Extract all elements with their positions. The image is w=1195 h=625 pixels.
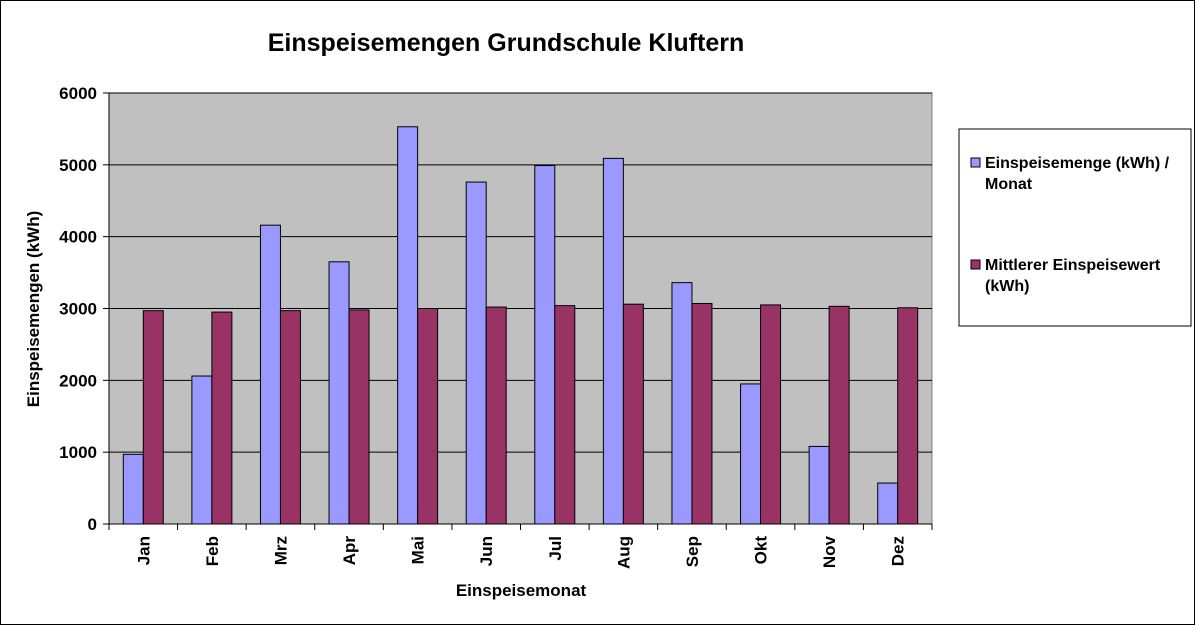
- bar-einspeisemenge-sep: [671, 282, 693, 525]
- bar-mittlerer-einspeisewert-sep: [691, 302, 713, 525]
- x-tick-labels: Jan Feb Mrz Apr Mai Jun Jul Aug Sep Okt Nov Dez: [108, 524, 933, 569]
- bar-einspeisemenge-okt: [740, 383, 762, 525]
- bar-einspeisemenge-feb: [191, 375, 213, 525]
- bar-mittlerer-einspeisewert-okt: [760, 304, 782, 525]
- x-tick-label: Nov: [820, 535, 839, 568]
- bar-einspeisemenge-apr: [328, 261, 350, 525]
- x-tick-label: Jun: [477, 536, 496, 566]
- x-tick-label: Okt: [752, 536, 771, 565]
- bar-einspeisemenge-dez: [877, 482, 899, 525]
- y-tick-label: 4000: [59, 228, 97, 247]
- y-tick-label: 6000: [59, 84, 97, 103]
- x-tick-label: Jan: [134, 536, 153, 565]
- legend-entry-text: Einspeisemenge (kWh) /: [985, 155, 1170, 172]
- y-tick-labels: 0 1000 2000 3000 4000 5000 6000: [59, 84, 109, 534]
- legend-entry-text: Monat: [985, 176, 1033, 193]
- y-tick-label: 0: [88, 515, 97, 534]
- bars: [122, 126, 919, 525]
- bar-mittlerer-einspeisewert-feb: [211, 311, 233, 525]
- bar-mittlerer-einspeisewert-mrz: [279, 310, 301, 525]
- bar-einspeisemenge-jul: [534, 165, 556, 525]
- x-tick-label: Feb: [203, 536, 222, 566]
- y-tick-label: 2000: [59, 371, 97, 390]
- bar-einspeisemenge-jun: [465, 181, 487, 525]
- bar-einspeisemenge-aug: [602, 157, 624, 525]
- legend-swatch: [970, 157, 981, 168]
- bar-mittlerer-einspeisewert-nov: [828, 305, 850, 525]
- x-tick-label: Mrz: [271, 536, 290, 565]
- x-axis-label: Einspeisemonat: [456, 581, 587, 600]
- x-tick-label: Dez: [889, 536, 908, 566]
- bar-einspeisemenge-mrz: [259, 224, 281, 525]
- bar-mittlerer-einspeisewert-aug: [622, 303, 644, 525]
- bar-mittlerer-einspeisewert-jan: [142, 310, 164, 525]
- bar-einspeisemenge-nov: [808, 445, 830, 525]
- y-tick-label: 5000: [59, 156, 97, 175]
- bar-mittlerer-einspeisewert-jun: [485, 306, 507, 525]
- bar-mittlerer-einspeisewert-dez: [897, 307, 919, 525]
- y-axis-label: Einspeisemengen (kWh): [24, 211, 43, 407]
- x-tick-label: Jul: [546, 536, 565, 561]
- bar-einspeisemenge-jan: [122, 453, 144, 525]
- chart-title: Einspeisemengen Grundschule Kluftern: [268, 29, 744, 57]
- x-tick-label: Mai: [409, 536, 428, 564]
- x-tick-label: Sep: [683, 536, 702, 567]
- bar-einspeisemenge-mai: [397, 126, 419, 525]
- x-tick-label: Apr: [340, 536, 359, 566]
- x-tick-label: Aug: [614, 536, 633, 569]
- legend-entry-text: Mittlerer Einspeisewert: [985, 257, 1161, 274]
- bar-mittlerer-einspeisewert-jul: [554, 305, 576, 525]
- y-tick-label: 1000: [59, 443, 97, 462]
- legend-swatch: [970, 259, 981, 270]
- y-tick-label: 3000: [59, 300, 97, 319]
- legend-box: [958, 128, 1192, 327]
- bar-mittlerer-einspeisewert-mai: [417, 308, 439, 525]
- gridlines: [109, 92, 932, 453]
- legend-entry-text: (kWh): [985, 278, 1029, 295]
- legend: Einspeisemenge (kWh) / Monat Mittlerer Ein…: [958, 128, 1192, 327]
- bar-mittlerer-einspeisewert-apr: [348, 309, 370, 525]
